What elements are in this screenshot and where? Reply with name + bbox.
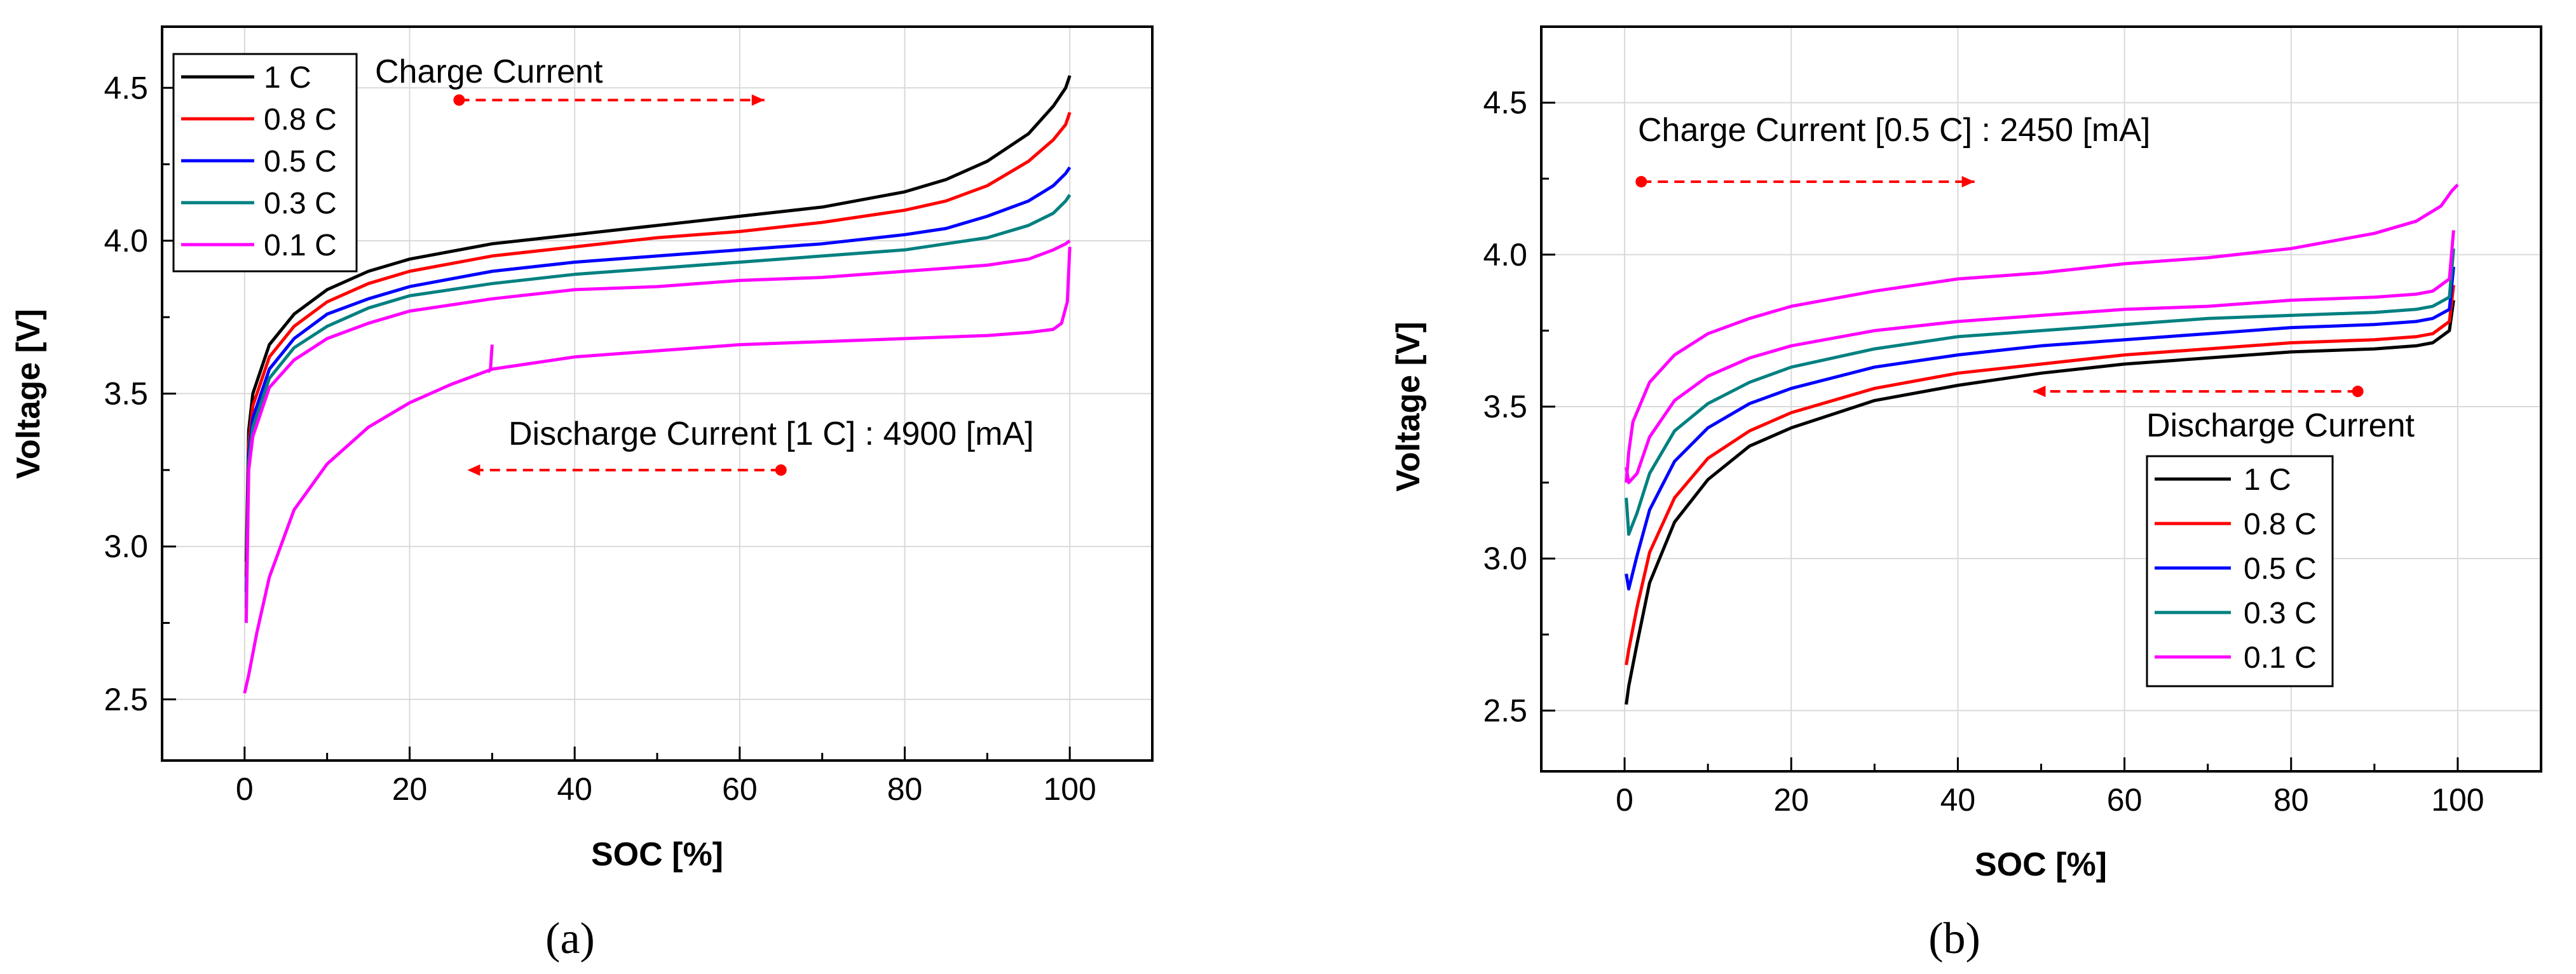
y-tick-label: 3.5 xyxy=(1483,389,1527,424)
y-tick-label: 4.0 xyxy=(1483,237,1527,273)
grid-b xyxy=(1541,27,2541,771)
legend-label: 0.1 C xyxy=(2244,641,2317,675)
legend-label: 0.3 C xyxy=(2244,597,2317,630)
x-tick-label: 80 xyxy=(2273,782,2309,818)
caption-a: (a) xyxy=(545,914,595,963)
x-tick-label: 20 xyxy=(1773,782,1809,818)
legend-box-a xyxy=(172,53,358,273)
y-tick-label: 3.0 xyxy=(1483,541,1527,576)
x-axis-title-a: SOC [%] xyxy=(591,836,723,873)
series-line-1-C xyxy=(244,75,1072,562)
x-tick-label: 60 xyxy=(722,771,758,807)
legend-b: 1 C 0.8 C 0.5 C 0.3 C 0.1 C xyxy=(2146,455,2334,687)
annotations-a: Charge Current Discharge Current [1 C] :… xyxy=(375,53,1034,452)
charge-current-label-a: Charge Current xyxy=(375,53,603,90)
ticks-b xyxy=(1540,25,2542,771)
series-line-discharge-hook xyxy=(486,344,494,374)
legend-box-b xyxy=(2146,455,2334,687)
series-line-0.5-C xyxy=(244,166,1072,593)
series-line-1-C xyxy=(1625,300,2455,705)
y-tick-label: 4.5 xyxy=(1483,85,1527,121)
y-tick-label: 3.0 xyxy=(104,529,148,564)
panel-a: 0 20 40 60 80 100 2.5 3.0 3.5 4.0 4.5 SOC [%] Volt… xyxy=(10,25,1154,963)
discharge-current-label-a: Discharge Current [1 C] : 4900 [mA] xyxy=(508,416,1034,452)
x-tick-label: 60 xyxy=(2107,782,2143,818)
discharge-current-label-b: Discharge Current xyxy=(2146,407,2415,444)
series-line-charge xyxy=(1625,184,2459,483)
y-axis-title-b: Voltage [V] xyxy=(1390,321,1427,492)
x-tick-label: 80 xyxy=(887,771,923,807)
x-tick-label: 20 xyxy=(392,771,428,807)
y-tick-label: 4.5 xyxy=(104,70,148,105)
legend-label: 0.5 C xyxy=(264,145,337,179)
legend-label: 1 C xyxy=(264,61,311,95)
x-tick-label: 40 xyxy=(1940,782,1976,818)
annotation-arrow-head xyxy=(751,94,765,106)
series-line-0.8-C xyxy=(1625,285,2455,666)
legend-label: 1 C xyxy=(2244,463,2291,497)
series-line-0.8-C xyxy=(244,111,1072,578)
series-line-0.3-C xyxy=(244,194,1072,608)
x-axis-title-b: SOC [%] xyxy=(1975,846,2107,883)
ticks-a xyxy=(161,86,1154,761)
series-line-discharge xyxy=(243,247,1072,694)
annotation-arrow-tail xyxy=(1635,175,1647,187)
legend-label: 0.8 C xyxy=(2244,508,2317,541)
series-line-0.3-C xyxy=(1625,248,2455,536)
x-tick-label: 0 xyxy=(1616,782,1633,818)
x-tick-label: 0 xyxy=(236,771,254,807)
annotation-arrow-tail xyxy=(775,464,787,476)
y-tick-label: 2.5 xyxy=(104,682,148,717)
annotation-arrow-head xyxy=(467,464,480,476)
series-line-0.1-C xyxy=(1625,230,2455,485)
annotation-arrow-tail xyxy=(453,94,465,106)
annotation-arrows-b xyxy=(1635,175,2364,398)
curves-b xyxy=(1625,184,2459,705)
annotation-arrows-a xyxy=(453,94,787,476)
legend-label: 0.5 C xyxy=(2244,552,2317,586)
annotation-arrow-tail xyxy=(2352,386,2364,398)
x-tick-label: 40 xyxy=(557,771,592,807)
annotations-b: Charge Current [0.5 C] : 2450 [mA] Disch… xyxy=(1638,112,2415,444)
curves-a xyxy=(243,75,1072,694)
annotation-arrow-head xyxy=(2033,386,2046,398)
panel-b: 0 20 40 60 80 100 2.5 3.0 3.5 4.0 4.5 SOC [%] Volt… xyxy=(1390,25,2542,963)
legend-label: 0.8 C xyxy=(264,103,337,137)
legend-label: 0.3 C xyxy=(264,187,337,220)
series-line-0.5-C xyxy=(1625,266,2455,591)
annotation-arrow-head xyxy=(1961,175,1975,187)
tick-labels-b: 0 20 40 60 80 100 2.5 3.0 3.5 4.0 4.5 xyxy=(1483,85,2484,818)
x-tick-label: 100 xyxy=(1043,771,1096,807)
legend-a: 1 C 0.8 C 0.5 C 0.3 C 0.1 C xyxy=(172,53,358,273)
caption-b: (b) xyxy=(1928,914,1980,963)
x-tick-label: 100 xyxy=(2431,782,2484,818)
series-line-0.1-C xyxy=(244,239,1071,623)
y-axis-title-a: Voltage [V] xyxy=(10,309,47,479)
legend-label: 0.1 C xyxy=(264,229,337,262)
legend-entries-b: 1 C 0.8 C 0.5 C 0.3 C 0.1 C xyxy=(2155,463,2317,675)
y-tick-label: 3.5 xyxy=(104,376,148,412)
tick-labels-a: 0 20 40 60 80 100 2.5 3.0 3.5 4.0 4.5 xyxy=(104,70,1096,807)
y-tick-label: 4.0 xyxy=(104,223,148,259)
y-tick-label: 2.5 xyxy=(1483,693,1527,728)
charge-current-label-b: Charge Current [0.5 C] : 2450 [mA] xyxy=(1638,112,2150,149)
legend-entries-a: 1 C 0.8 C 0.5 C 0.3 C 0.1 C xyxy=(181,61,337,262)
